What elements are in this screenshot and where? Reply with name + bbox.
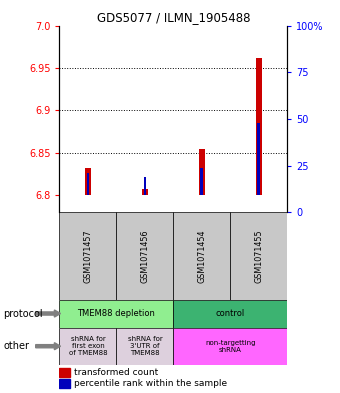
Bar xyxy=(87,173,89,195)
Bar xyxy=(201,168,203,195)
Text: percentile rank within the sample: percentile rank within the sample xyxy=(74,379,227,388)
Text: GSM1071457: GSM1071457 xyxy=(84,229,92,283)
Text: protocol: protocol xyxy=(3,309,43,318)
Bar xyxy=(59,327,116,365)
Bar xyxy=(142,189,148,195)
Text: GSM1071454: GSM1071454 xyxy=(198,229,206,283)
Text: shRNA for
3'UTR of
TMEM88: shRNA for 3'UTR of TMEM88 xyxy=(128,336,162,356)
Text: control: control xyxy=(216,309,245,318)
Bar xyxy=(199,149,205,195)
Bar xyxy=(257,123,260,195)
Text: non-targetting
shRNA: non-targetting shRNA xyxy=(205,340,256,353)
Title: GDS5077 / ILMN_1905488: GDS5077 / ILMN_1905488 xyxy=(97,11,250,24)
Bar xyxy=(143,177,146,195)
Text: other: other xyxy=(3,341,29,351)
Bar xyxy=(231,212,287,299)
Text: transformed count: transformed count xyxy=(74,368,158,377)
Text: GSM1071455: GSM1071455 xyxy=(254,229,263,283)
Bar xyxy=(173,212,231,299)
Bar xyxy=(59,212,116,299)
Bar xyxy=(256,58,262,195)
Bar xyxy=(59,368,70,376)
Bar xyxy=(59,299,173,327)
Bar xyxy=(116,212,173,299)
Bar xyxy=(173,327,287,365)
Bar xyxy=(85,168,91,195)
Text: shRNA for
first exon
of TMEM88: shRNA for first exon of TMEM88 xyxy=(69,336,107,356)
Bar xyxy=(116,327,173,365)
Bar xyxy=(59,379,70,388)
Text: TMEM88 depletion: TMEM88 depletion xyxy=(78,309,155,318)
Bar xyxy=(173,299,287,327)
Text: GSM1071456: GSM1071456 xyxy=(140,229,149,283)
